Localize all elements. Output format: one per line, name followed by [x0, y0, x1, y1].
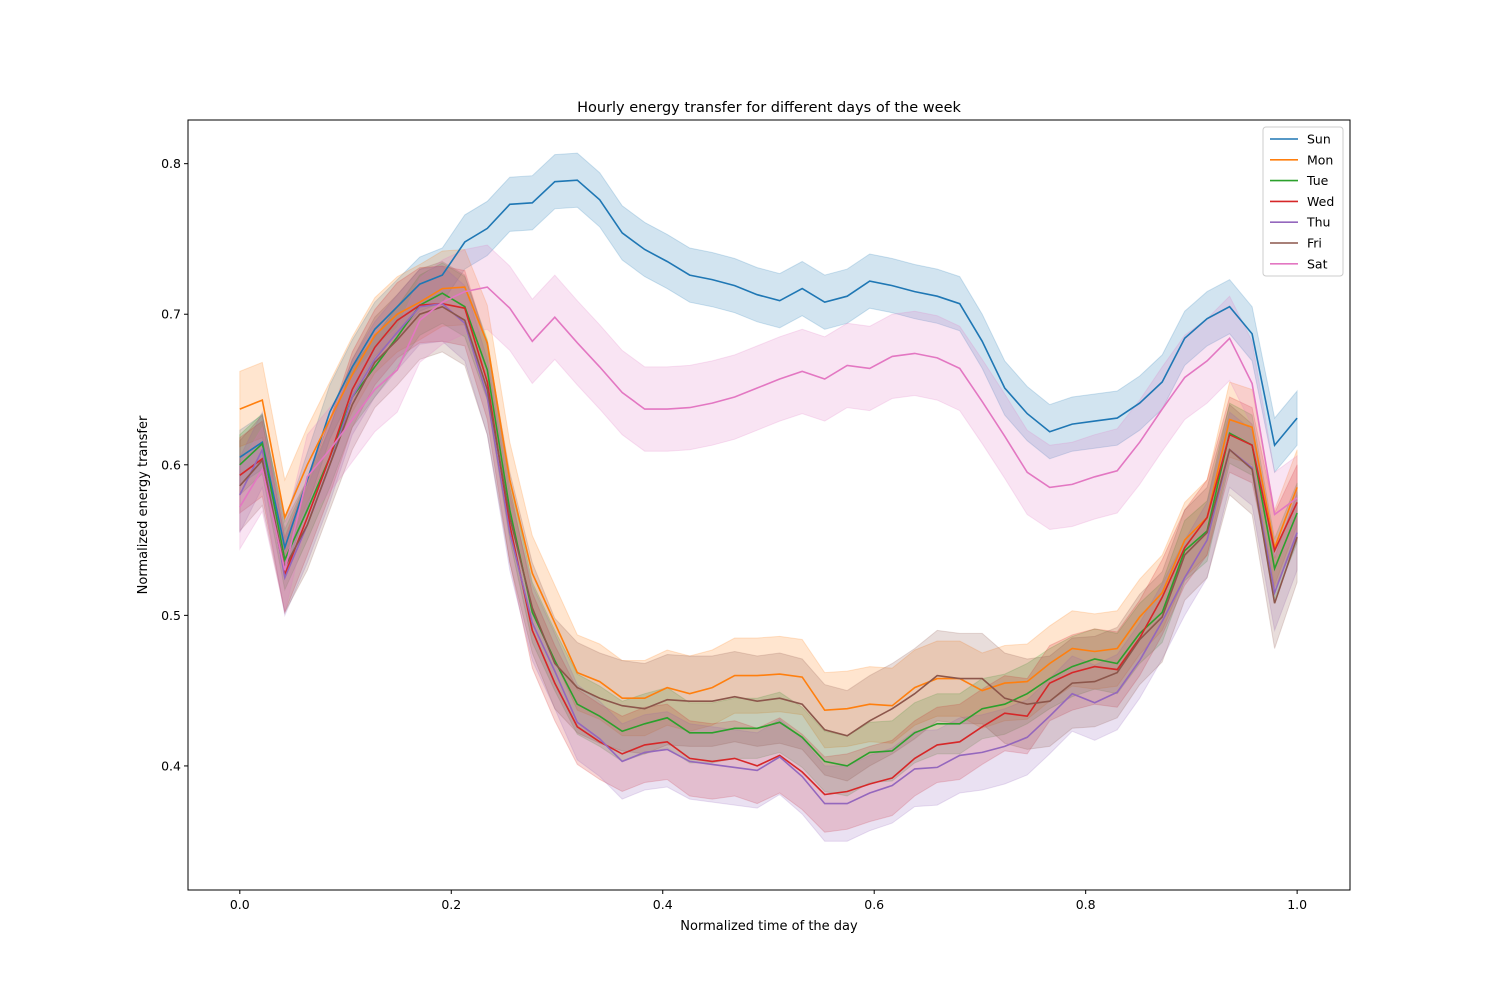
legend-label-mon: Mon — [1307, 152, 1333, 167]
x-axis: 0.0 0.2 0.4 0.6 0.8 1.0 — [230, 890, 1307, 912]
legend-label-tue: Tue — [1306, 173, 1329, 188]
x-axis-label: Normalized time of the day — [680, 919, 858, 934]
y-tick-label: 0.5 — [161, 608, 181, 623]
line-wed — [239, 302, 1298, 796]
axes-frame — [187, 119, 1351, 891]
x-tick-label: 0.6 — [864, 897, 884, 912]
band-sun — [239, 152, 1298, 577]
y-axis: 0.4 0.5 0.6 0.7 0.8 — [161, 156, 188, 773]
line-sun — [239, 179, 1298, 551]
line-mon — [239, 286, 1298, 712]
chart-title: Hourly energy transfer for different day… — [577, 100, 961, 116]
line-sat — [239, 286, 1298, 571]
x-tick-label: 0.4 — [653, 897, 673, 912]
band-thu — [239, 265, 1298, 842]
legend-label-sat: Sat — [1307, 256, 1328, 271]
legend-label-wed: Wed — [1307, 194, 1334, 209]
legend: Sun Mon Tue Wed Thu Fri Sat — [1262, 126, 1344, 277]
band-tue — [239, 262, 1298, 797]
band-fri — [239, 260, 1298, 782]
confidence-bands — [239, 152, 1298, 842]
legend-box — [1262, 126, 1344, 277]
y-tick-label: 0.8 — [161, 156, 181, 171]
y-tick-label: 0.7 — [161, 307, 181, 322]
x-tick-label: 1.0 — [1287, 897, 1307, 912]
band-sat — [239, 244, 1298, 613]
x-tick-label: 0.2 — [441, 897, 461, 912]
line-fri — [239, 305, 1298, 737]
band-mon — [239, 248, 1298, 749]
line-thu — [239, 302, 1298, 805]
y-tick-label: 0.4 — [161, 758, 181, 773]
legend-label-fri: Fri — [1307, 236, 1322, 251]
legend-label-thu: Thu — [1306, 215, 1330, 230]
x-tick-label: 0.8 — [1076, 897, 1096, 912]
y-tick-label: 0.6 — [161, 457, 181, 472]
x-tick-label: 0.0 — [230, 897, 250, 912]
series-lines — [239, 179, 1298, 805]
legend-label-sun: Sun — [1307, 132, 1331, 147]
y-axis-label: Normalized energy transfer — [136, 415, 151, 594]
